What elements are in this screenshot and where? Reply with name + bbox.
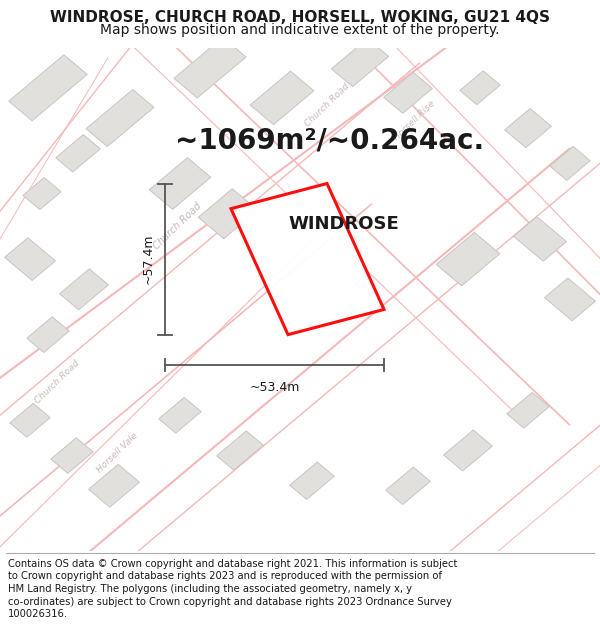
Polygon shape [436, 232, 500, 286]
Polygon shape [550, 146, 590, 180]
Polygon shape [250, 71, 314, 124]
Polygon shape [199, 189, 257, 239]
Polygon shape [383, 72, 433, 113]
Polygon shape [5, 238, 55, 281]
Polygon shape [217, 431, 263, 470]
Polygon shape [290, 462, 334, 499]
Text: 100026316.: 100026316. [8, 609, 68, 619]
Polygon shape [386, 467, 430, 504]
Text: ~1069m²/~0.264ac.: ~1069m²/~0.264ac. [175, 127, 485, 155]
Polygon shape [51, 438, 93, 473]
Text: co-ordinates) are subject to Crown copyright and database rights 2023 Ordnance S: co-ordinates) are subject to Crown copyr… [8, 597, 452, 607]
Text: Church Road: Church Road [33, 359, 81, 406]
Polygon shape [231, 184, 384, 334]
Polygon shape [460, 71, 500, 105]
Polygon shape [331, 39, 389, 87]
Text: to Crown copyright and database rights 2023 and is reproduced with the permissio: to Crown copyright and database rights 2… [8, 571, 442, 581]
Text: HM Land Registry. The polygons (including the associated geometry, namely x, y: HM Land Registry. The polygons (includin… [8, 584, 412, 594]
Polygon shape [10, 403, 50, 437]
Polygon shape [514, 217, 566, 261]
Polygon shape [507, 392, 549, 428]
Polygon shape [174, 38, 246, 98]
Text: Horsell Rise: Horsell Rise [392, 99, 436, 142]
Polygon shape [545, 278, 595, 321]
Polygon shape [505, 109, 551, 148]
Polygon shape [56, 134, 100, 172]
Polygon shape [27, 317, 69, 352]
Polygon shape [23, 177, 61, 209]
Text: Church Road: Church Road [151, 201, 203, 252]
Text: Map shows position and indicative extent of the property.: Map shows position and indicative extent… [100, 23, 500, 37]
Text: WINDROSE: WINDROSE [288, 215, 399, 232]
Polygon shape [89, 464, 139, 507]
Text: Contains OS data © Crown copyright and database right 2021. This information is : Contains OS data © Crown copyright and d… [8, 559, 457, 569]
Text: WINDROSE, CHURCH ROAD, HORSELL, WOKING, GU21 4QS: WINDROSE, CHURCH ROAD, HORSELL, WOKING, … [50, 11, 550, 26]
Text: Church Road: Church Road [303, 82, 351, 129]
Polygon shape [59, 269, 109, 310]
Polygon shape [149, 158, 211, 209]
Polygon shape [86, 89, 154, 146]
Text: Horsell Vale: Horsell Vale [95, 431, 139, 475]
Polygon shape [159, 398, 201, 433]
Polygon shape [9, 55, 87, 121]
Text: ~57.4m: ~57.4m [141, 234, 154, 284]
Polygon shape [443, 430, 493, 471]
Text: ~53.4m: ~53.4m [250, 381, 299, 394]
